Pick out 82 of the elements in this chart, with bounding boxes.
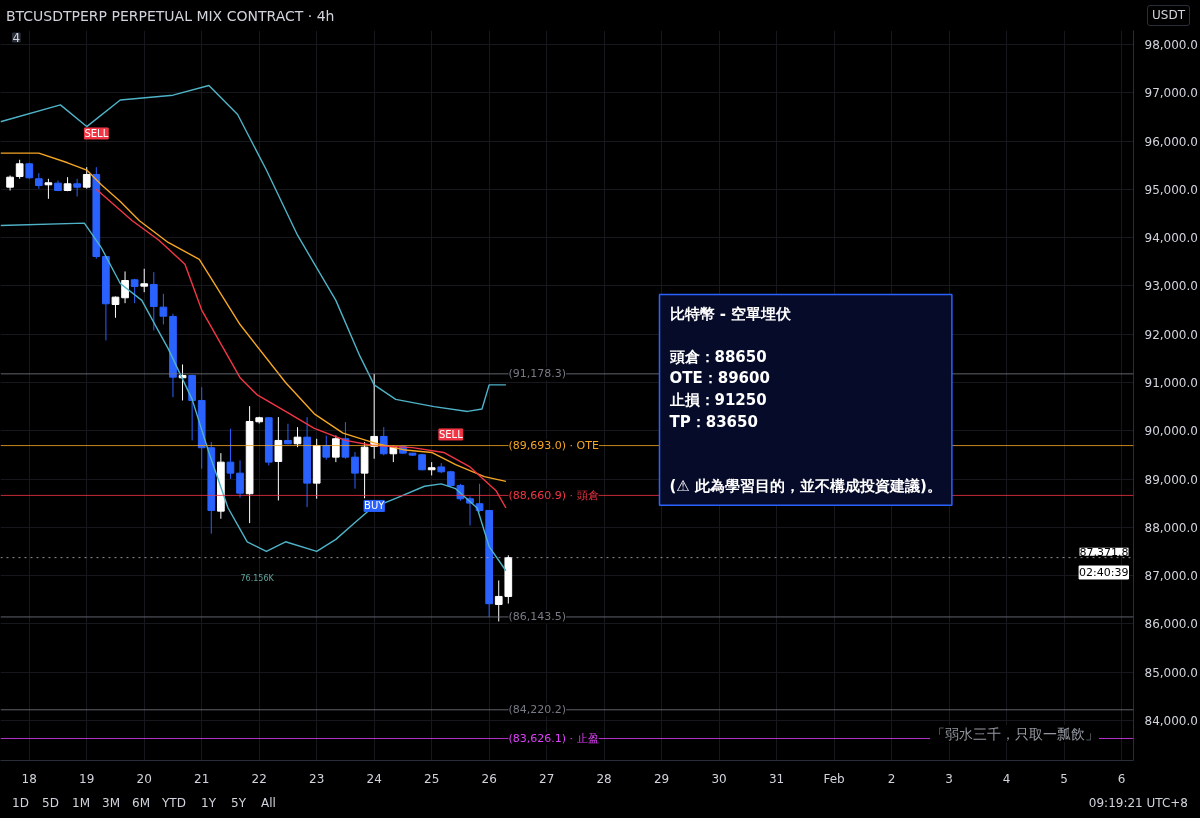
x-tick-label: 18 [21,771,37,786]
x-tick-label: 25 [424,771,440,786]
annotation: 4 [12,31,21,45]
annotation: SELL [84,127,109,139]
y-tick-label: 93,000.0 [1144,279,1198,294]
text: 5Y [231,795,246,812]
text: YTD [162,795,186,812]
text: All [261,795,276,812]
x-tick-label: 31 [768,771,785,786]
x-tick-label: 19 [79,771,95,786]
x-tick-label: 2 [887,771,896,786]
annotation: OTE：89600 [669,369,770,388]
text: 3M [102,795,120,812]
x-tick-label: 29 [653,771,670,786]
x-tick-label: 5 [1060,771,1068,786]
annotation: SELL [438,428,464,440]
annotation: 止損：91250 [668,390,767,409]
ref-line-label: 87,371.8 [1079,545,1129,559]
candlestick [15,159,24,180]
text: 6M [132,795,150,812]
ref-line-label: (84,220.2) [508,703,567,717]
y-tick-label: 95,000.0 [1144,182,1198,197]
y-tick-label: 97,000.0 [1144,86,1198,101]
candlestick [44,178,53,200]
candlestick [274,416,283,501]
candlestick [159,293,168,325]
candlestick [351,451,359,490]
annotation: 頭倉：88650 [668,347,767,366]
x-tick-label: 6 [1117,771,1126,786]
annotation: 76.156K [240,574,275,583]
x-tick-label: 20 [136,771,152,786]
y-tick-label: 86,000.0 [1144,617,1198,632]
text: 5D [42,795,59,812]
y-tick-label: 91,000.0 [1144,375,1198,390]
text: 1M [72,795,90,812]
x-tick-label: 3 [945,771,953,786]
x-tick-label: 26 [481,771,497,786]
annotation: 比特幣 - 空單埋伏 [669,304,793,323]
annotation: 02:40:39 [1079,566,1129,579]
annotation: 「弱水三千，只取一瓢飲」 [930,725,1099,742]
x-tick-label: 28 [596,771,612,786]
ref-line-label: (83,626.1) · 止盈 [508,731,599,745]
y-tick-label: 89,000.0 [1144,472,1198,487]
x-tick-label: 24 [366,771,382,786]
x-tick-label: 30 [711,771,727,786]
candlestick [121,270,129,304]
chart-title: BTCUSDTPERP PERPETUAL MIX CONTRACT · 4h [6,7,335,26]
candlestick [322,435,331,461]
annotation: (⚠ 此為學習目的，並不構成投資建議)。 [669,477,942,496]
x-tick-label: 23 [309,771,325,786]
candlestick [82,166,91,190]
y-tick-label: 85,000.0 [1144,665,1198,680]
y-tick-label: 90,000.0 [1144,424,1198,439]
y-tick-label: 94,000.0 [1144,231,1198,246]
annotation: TP：83650 [669,412,758,431]
candlestick [332,434,340,463]
ref-line-label: (86,143.5) [508,610,567,624]
ref-line-label: (89,693.0) · OTE [508,439,599,453]
y-tick-label: 87,000.0 [1144,569,1198,584]
candlestick [130,278,139,304]
x-tick-label: Feb [823,771,845,786]
candlestick [226,428,235,480]
candlestick [140,268,149,293]
text: 09:19:21 UTC+8 [1088,795,1188,812]
candlestick [341,421,350,460]
y-tick-label: 96,000.0 [1144,134,1198,149]
candlestick [149,271,158,331]
y-tick-label: 88,000.0 [1144,520,1198,535]
x-tick-label: 27 [539,771,555,786]
text: USDT [1147,5,1190,27]
candlestick [236,459,244,499]
ref-line-label: (88,660.9) · 頭倉 [508,488,599,502]
candlestick [293,426,302,448]
x-tick-label: 22 [251,771,267,786]
ref-line-label: (91,178.3) [508,367,567,381]
y-tick-label: 84,000.0 [1144,713,1198,728]
y-tick-label: 92,000.0 [1144,327,1198,342]
text: 1D [12,795,29,812]
x-tick-label: 21 [194,771,210,786]
text: 1Y [201,795,216,812]
x-tick-label: 4 [1002,771,1011,786]
y-tick-label: 98,000.0 [1144,38,1198,52]
